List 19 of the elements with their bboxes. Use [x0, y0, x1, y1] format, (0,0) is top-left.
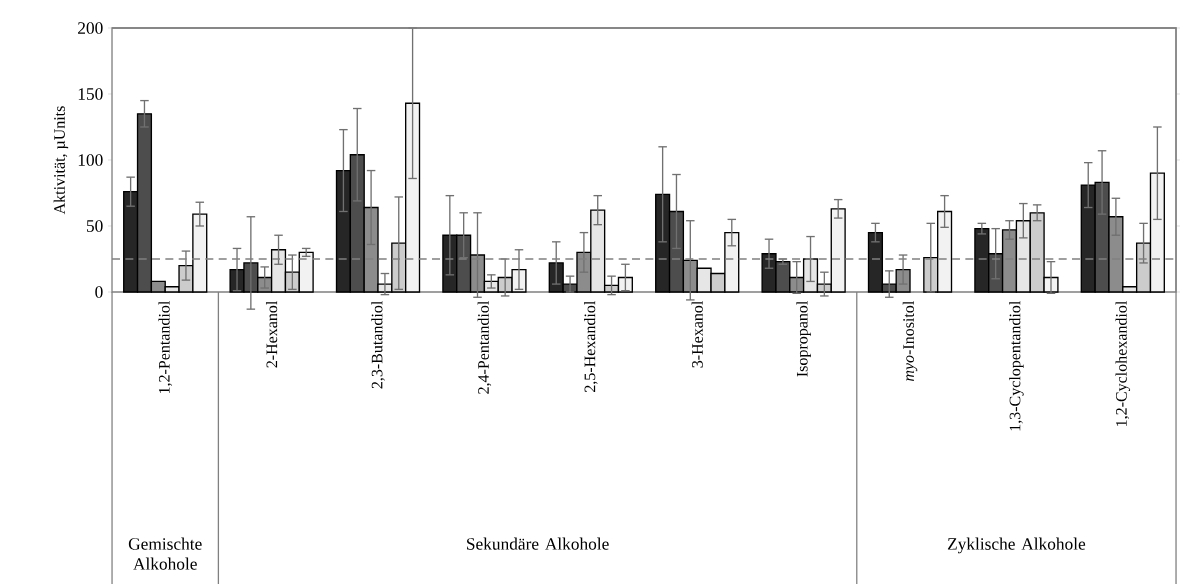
y-tick-label: 0: [95, 286, 103, 299]
y-tick-label: 150: [78, 88, 103, 101]
x-tick-label: 3-Hexanol: [691, 301, 703, 368]
x-tick-label: Isopropanol: [796, 301, 811, 377]
y-tick-label: 50: [86, 220, 103, 233]
x-tick-label: 2-Hexanol: [265, 301, 278, 368]
y-axis-title: Aktivität, µUnits: [53, 106, 69, 215]
y-tick-label: 200: [78, 22, 103, 35]
text: Gemischte Alkohole: [128, 537, 202, 570]
x-tick-label: 2,5-Hexandiol: [584, 301, 598, 393]
x-tick-label: 1,2-Cyclohexandiol: [1115, 301, 1131, 427]
text: Zyklische Alkohole: [947, 537, 1086, 554]
y-tick-label: 100: [78, 154, 103, 167]
x-tick-label: 1,2-Pentandiol: [158, 301, 172, 394]
x-tick-label: myo-Inositol: [902, 301, 918, 382]
x-tick-label: 1,3-Cyclopentandiol: [1009, 301, 1024, 431]
x-tick-label: 2,4-Pentandiol: [477, 301, 492, 394]
x-tick-label: 2,3-Butandiol: [371, 301, 385, 389]
text: Sekundäre Alkohole: [467, 537, 609, 550]
